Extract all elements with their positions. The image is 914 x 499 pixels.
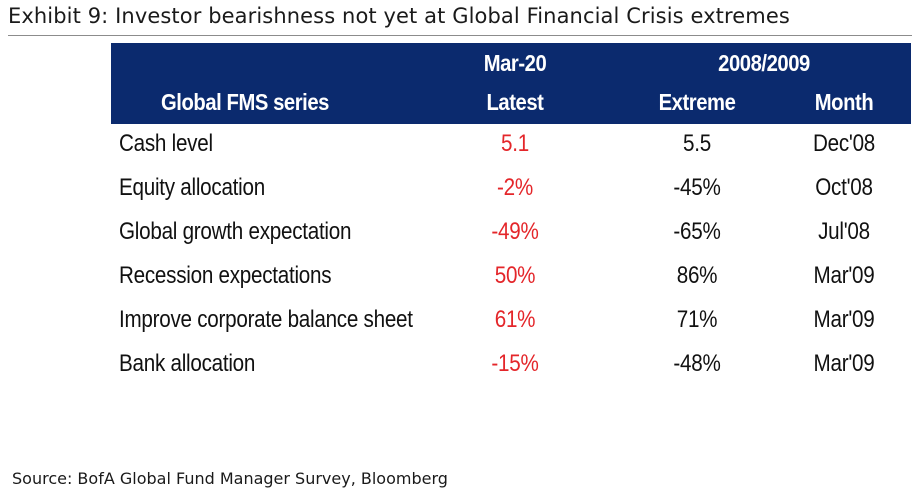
- header-extreme: Extreme: [658, 89, 736, 115]
- cell-latest: 5.1: [501, 130, 529, 157]
- cell-extreme: -65%: [673, 218, 721, 245]
- cell-extreme: 71%: [676, 306, 718, 333]
- cell-series: Recession expectations: [119, 262, 332, 289]
- cell-month: Mar'09: [813, 350, 875, 377]
- table-header: Global FMS series Mar-20 Latest 2008/200…: [111, 43, 911, 124]
- exhibit-title: Exhibit 9: Investor bearishness not yet …: [8, 4, 790, 28]
- cell-series: Bank allocation: [119, 350, 256, 377]
- header-series: Global FMS series: [161, 89, 329, 115]
- cell-extreme: 5.5: [683, 130, 711, 157]
- cell-extreme: 86%: [676, 262, 718, 289]
- cell-latest: -49%: [491, 218, 539, 245]
- table-row: Cash level 5.1 5.5 Dec'08: [111, 124, 911, 168]
- table-row: Improve corporate balance sheet 61% 71% …: [111, 300, 911, 344]
- table-row: Bank allocation -15% -48% Mar'09: [111, 344, 911, 388]
- header-month: Month: [814, 89, 874, 115]
- cell-series: Cash level: [119, 130, 213, 157]
- cell-series: Equity allocation: [119, 174, 265, 201]
- title-divider: [8, 35, 912, 36]
- header-period-group: 2008/2009: [718, 50, 810, 76]
- fms-table: Global FMS series Mar-20 Latest 2008/200…: [111, 43, 911, 388]
- header-latest: Latest: [486, 89, 544, 115]
- cell-month: Dec'08: [812, 130, 876, 157]
- cell-extreme: -48%: [673, 350, 721, 377]
- cell-month: Oct'08: [815, 174, 873, 201]
- cell-latest: 50%: [494, 262, 536, 289]
- cell-latest: 61%: [494, 306, 536, 333]
- table-row: Equity allocation -2% -45% Oct'08: [111, 168, 911, 212]
- cell-month: Mar'09: [813, 306, 875, 333]
- source-note: Source: BofA Global Fund Manager Survey,…: [12, 469, 448, 488]
- table-row: Recession expectations 50% 86% Mar'09: [111, 256, 911, 300]
- header-latest-group: Mar-20: [483, 50, 547, 76]
- cell-month: Mar'09: [813, 262, 875, 289]
- cell-latest: -2%: [497, 174, 533, 201]
- cell-latest: -15%: [491, 350, 539, 377]
- cell-series: Global growth expectation: [119, 218, 352, 245]
- table-row: Global growth expectation -49% -65% Jul'…: [111, 212, 911, 256]
- cell-month: Jul'08: [818, 218, 870, 245]
- cell-extreme: -45%: [673, 174, 721, 201]
- cell-series: Improve corporate balance sheet: [119, 306, 413, 333]
